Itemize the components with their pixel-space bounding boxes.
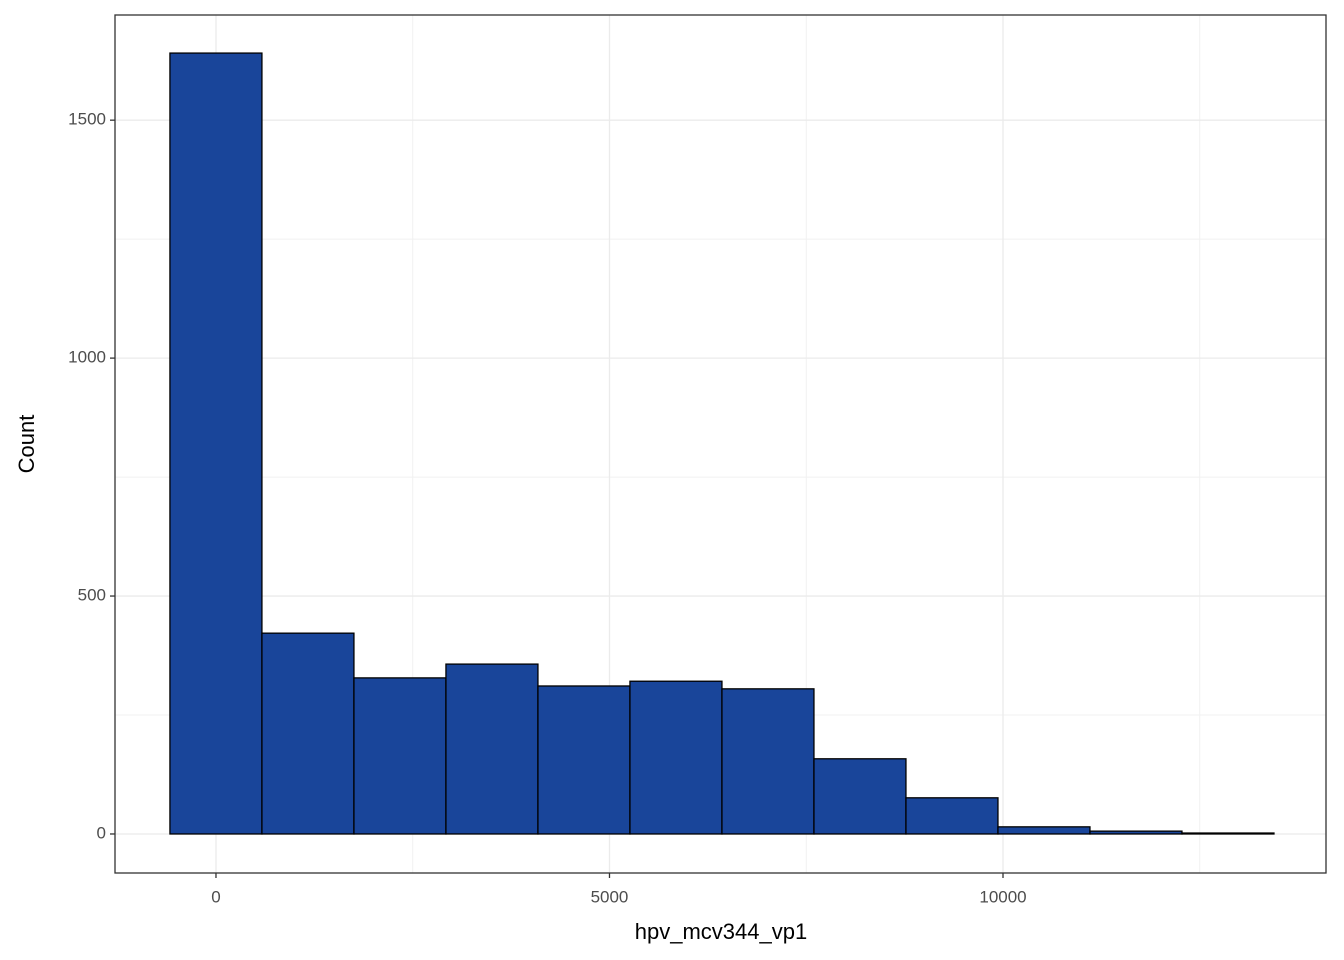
x-tick-label: 5000 — [591, 887, 629, 906]
y-tick-label: 1000 — [68, 348, 106, 367]
bar — [813, 758, 907, 835]
y-tick-label: 1500 — [68, 110, 106, 129]
bar — [169, 52, 263, 835]
y-tick-label: 0 — [97, 823, 106, 842]
x-axis-title: hpv_mcv344_vp1 — [635, 919, 807, 944]
bar — [721, 688, 815, 835]
bar — [537, 685, 631, 835]
x-tick-label: 10000 — [979, 887, 1026, 906]
bar — [1089, 830, 1183, 835]
y-tick-label: 500 — [78, 586, 106, 605]
y-axis-title: Count — [14, 415, 39, 474]
bar — [445, 663, 539, 835]
panel-border — [114, 14, 1327, 874]
bar — [353, 677, 447, 835]
bar — [905, 797, 999, 835]
x-tick-label: 0 — [211, 887, 220, 906]
bar — [629, 680, 723, 835]
bar — [997, 826, 1091, 835]
bar — [1181, 832, 1275, 835]
bar — [261, 632, 355, 835]
